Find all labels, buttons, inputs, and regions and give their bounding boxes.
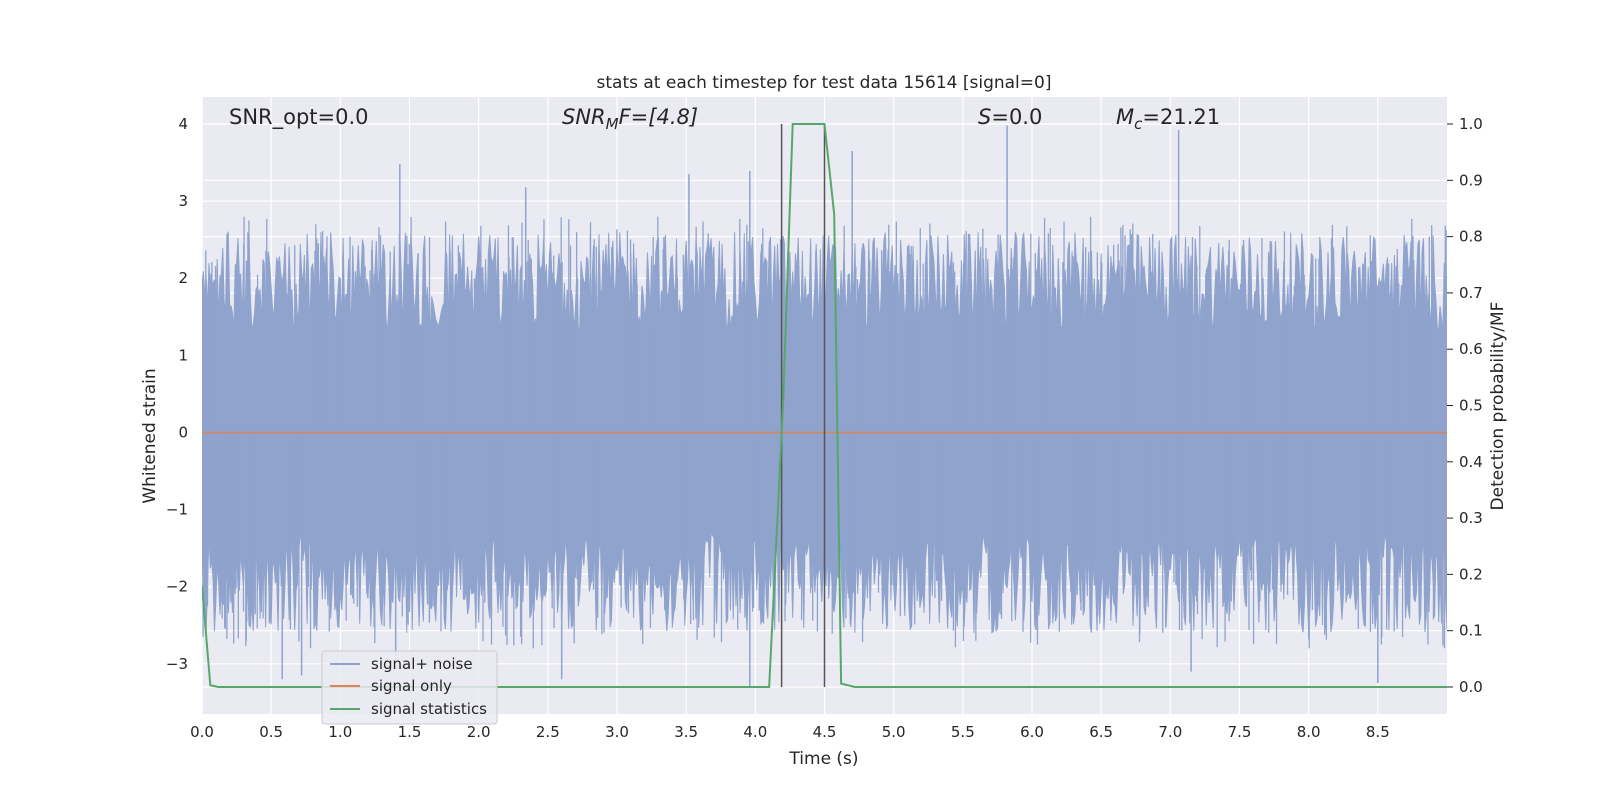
x-tick-label: 0.5 (259, 723, 283, 741)
annotation-snr-mf-base: SNR (562, 105, 606, 129)
y-tick-label-right: 0.2 (1459, 565, 1483, 583)
y-tick-label-left: 2 (178, 269, 188, 287)
x-tick-label: 2.5 (536, 723, 560, 741)
annotation-s: S=0.0 (978, 105, 1042, 129)
x-tick-label: 6.0 (1020, 723, 1044, 741)
y-tick-label-right: 0.4 (1459, 453, 1483, 471)
chart-title: stats at each timestep for test data 156… (597, 73, 1052, 93)
annotation-snr-mf: SNRMF=[4.8] (562, 105, 698, 133)
y-tick-label-right: 0.6 (1459, 340, 1483, 358)
y-tick-label-right: 0.8 (1459, 228, 1483, 246)
y-tick-label-right: 0.0 (1459, 678, 1483, 696)
x-tick-label: 4.5 (813, 723, 837, 741)
x-tick-label: 8.0 (1297, 723, 1321, 741)
x-tick-label: 6.5 (1089, 723, 1113, 741)
y-tick-label-left: 4 (178, 115, 188, 133)
x-tick-label: 3.5 (674, 723, 698, 741)
y-tick-label-right: 0.3 (1459, 509, 1483, 527)
y-tick-label-right: 0.9 (1459, 171, 1483, 189)
annotation-mc-var: M (1116, 105, 1134, 129)
y-tick-label-right: 0.1 (1459, 622, 1483, 640)
x-tick-label: 3.0 (605, 723, 629, 741)
x-tick-label: 4.0 (743, 723, 767, 741)
annotation-snr-opt: SNR_opt=0.0 (229, 105, 369, 130)
x-tick-label: 7.5 (1228, 723, 1252, 741)
legend: signal+ noise signal only signal statist… (321, 650, 498, 725)
annotation-s-var: S (978, 105, 991, 129)
x-tick-label: 2.0 (467, 723, 491, 741)
annotation-mc-sub: c (1134, 115, 1143, 133)
y-tick-label-left: 0 (178, 423, 188, 441)
legend-label-signal-only: signal only (371, 677, 452, 695)
y-tick-label-right: 0.7 (1459, 284, 1483, 302)
annotation-mc: Mc=21.21 (1116, 105, 1220, 133)
y-axis-label-right: Detection probability/MF (1488, 302, 1508, 511)
x-tick-label: 0.0 (190, 723, 214, 741)
vertical-lines (780, 123, 826, 688)
y-ticks-right: 1.0 0.9 0.8 0.7 0.6 0.5 0.4 0.3 0.2 0.1 0.0 (1447, 115, 1483, 696)
legend-label-signal-noise: signal+ noise (371, 655, 473, 673)
legend-box (321, 650, 498, 725)
y-tick-label-left: −3 (166, 655, 188, 673)
y-tick-label-left: 3 (178, 192, 188, 210)
y-tick-label-left: 1 (178, 346, 188, 364)
y-tick-label-right: 0.5 (1459, 397, 1483, 415)
y-tick-label-right: 1.0 (1459, 115, 1483, 133)
x-tick-label: 5.0 (882, 723, 906, 741)
x-axis-label: Time (s) (788, 749, 858, 769)
y-tick-label-left: −1 (166, 501, 188, 519)
legend-label-signal-statistics: signal statistics (371, 700, 487, 718)
y-axis-label-left: Whitened strain (140, 368, 160, 503)
annotation-mc-val: =21.21 (1142, 105, 1220, 129)
y-ticks-left: 4 3 2 1 0 −1 −2 −3 (166, 115, 188, 673)
x-tick-label: 8.5 (1366, 723, 1390, 741)
annotation-snr-mf-tail: F=[4.8] (619, 105, 698, 129)
x-ticks: 0.0 0.5 1.0 1.5 2.0 2.5 3.0 3.5 4.0 4.5 5.0 5.5 6.0 6… (190, 723, 1390, 741)
annotation-snr-mf-sub: M (606, 115, 619, 133)
x-tick-label: 5.5 (951, 723, 975, 741)
annotation-s-val: =0.0 (991, 105, 1042, 129)
y-tick-label-left: −2 (166, 578, 188, 596)
x-tick-label: 7.0 (1158, 723, 1182, 741)
x-tick-label: 1.5 (398, 723, 422, 741)
series-signal-noise-spikes (202, 125, 1447, 688)
x-tick-label: 1.0 (328, 723, 352, 741)
